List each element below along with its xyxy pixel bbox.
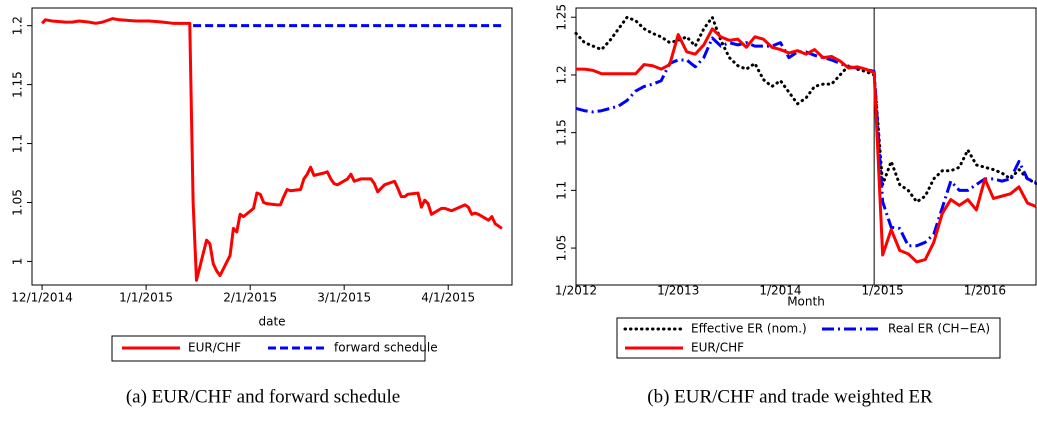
caption: (a) EUR/CHF and forward schedule (126, 386, 400, 407)
x-tick-label: 3/1/2015 (317, 291, 371, 305)
y-tick-label: 1.2 (11, 16, 25, 35)
y-tick-label: 1.05 (555, 235, 569, 262)
caption: (b) EUR/CHF and trade weighted ER (647, 386, 933, 407)
x-tick-label: 1/2016 (964, 284, 1006, 298)
x-axis-label: date (258, 315, 285, 329)
y-tick-label: 1 (11, 258, 25, 266)
y-tick-label: 1.1 (11, 134, 25, 153)
legend-label: EUR/CHF (188, 341, 241, 355)
plot-frame (31, 7, 513, 286)
series-line (574, 15, 1037, 204)
y-tick-label: 1.15 (555, 119, 569, 146)
legend-box (616, 317, 1001, 359)
legend-label: forward schedule (334, 341, 438, 355)
series-line (576, 27, 1037, 264)
y-tick-label: 1.15 (11, 71, 25, 98)
x-tick-label: 4/1/2015 (421, 291, 475, 305)
x-tick-label: 1/1/2015 (119, 291, 173, 305)
x-tick-label: 1/2014 (759, 284, 801, 298)
x-tick-label: 2/1/2015 (223, 291, 277, 305)
x-tick-label: 1/2015 (862, 284, 904, 298)
legend-label: Real ER (CH−EA) (888, 322, 990, 336)
x-tick-label: 12/1/2014 (11, 291, 73, 305)
x-tick-label: 1/2012 (555, 284, 597, 298)
legend-label: EUR/CHF (691, 341, 744, 355)
y-tick-label: 1.25 (555, 4, 569, 31)
series-line (40, 17, 503, 282)
x-tick-label: 1/2013 (657, 284, 699, 298)
series-line (575, 36, 1037, 248)
x-axis-label: Month (787, 295, 825, 309)
plot-frame (575, 7, 1037, 286)
legend-label: Effective ER (nom.) (691, 322, 807, 336)
y-tick-label: 1.1 (555, 181, 569, 200)
y-tick-label: 1.05 (11, 189, 25, 216)
y-tick-label: 1.2 (555, 65, 569, 84)
